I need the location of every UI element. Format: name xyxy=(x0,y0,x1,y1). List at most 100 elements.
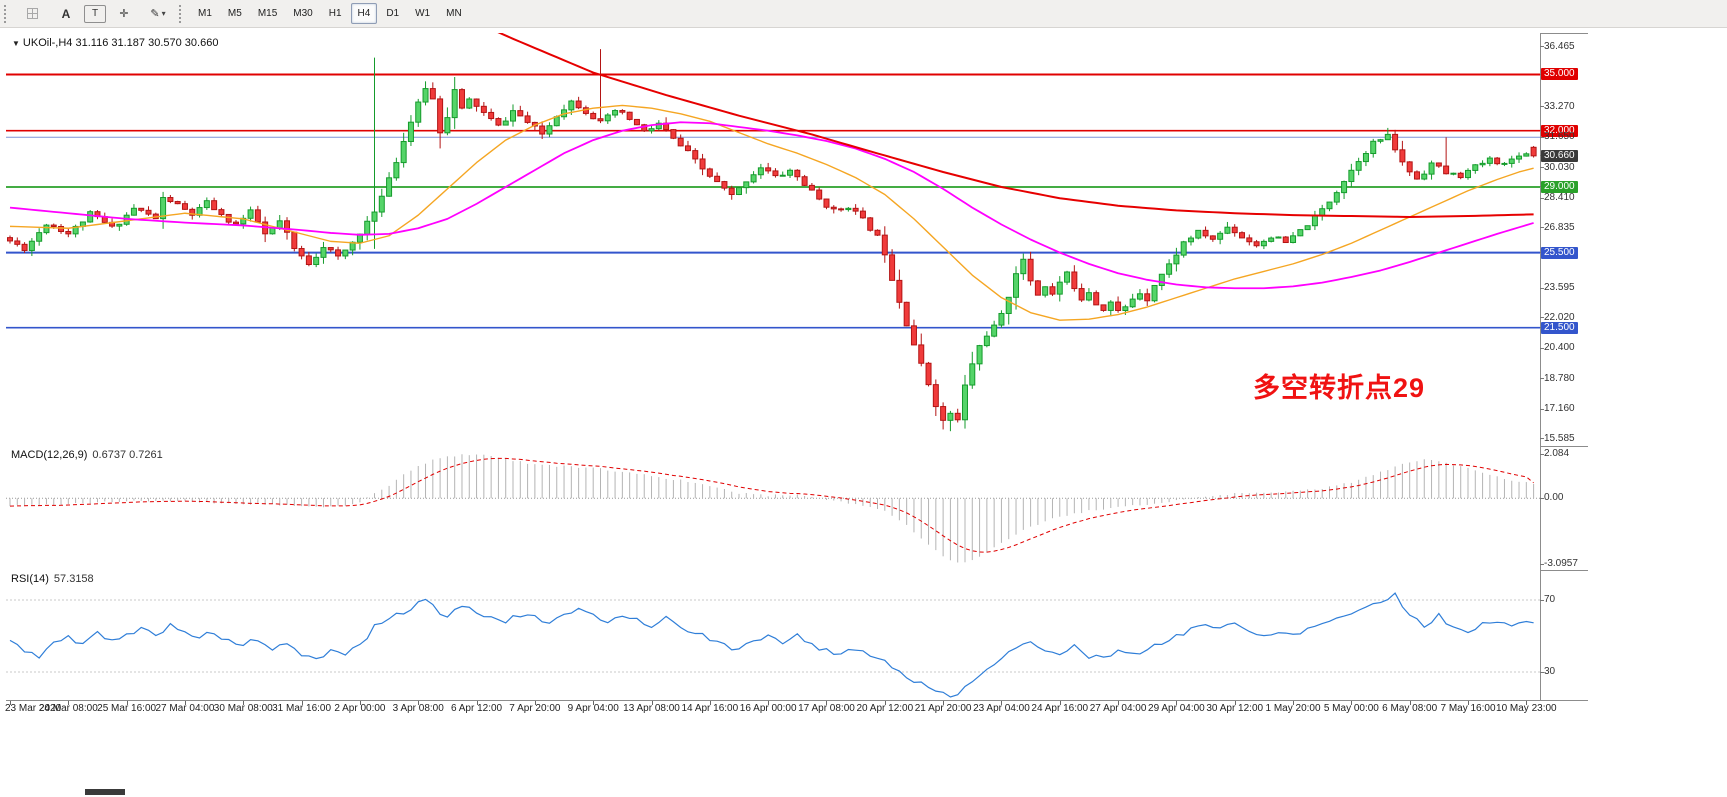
toolbar-grip-2[interactable] xyxy=(179,4,184,23)
timeframe-toolbar: M1 M5 M15 M30 H1 H4 D1 W1 MN xyxy=(190,3,470,24)
time-axis-tick xyxy=(1176,701,1178,705)
time-axis-label: 31 Mar 16:00 xyxy=(272,703,332,714)
time-axis-label: 27 Apr 04:00 xyxy=(1089,703,1147,714)
time-axis-tick xyxy=(884,701,886,705)
timeframe-button-h4[interactable]: H4 xyxy=(350,3,378,24)
crosshair-button[interactable]: ✛ xyxy=(108,3,140,25)
time-axis-tick xyxy=(184,701,186,705)
time-axis-label: 3 Apr 08:00 xyxy=(392,703,444,714)
price-axis-tick xyxy=(1540,136,1544,138)
pencil-icon: ✎ xyxy=(150,8,160,20)
grid-tool-button[interactable] xyxy=(16,3,48,25)
time-axis-tick xyxy=(418,701,420,705)
chevron-down-icon: ▾ xyxy=(161,9,166,18)
time-axis-tick xyxy=(768,701,770,705)
timeframe-button-m1[interactable]: M1 xyxy=(198,8,212,19)
macd-name: MACD(12,26,9) xyxy=(11,449,88,461)
price-axis-border xyxy=(1540,33,1541,700)
candles-layer xyxy=(7,49,1537,432)
time-axis-label: 7 May 16:00 xyxy=(1440,703,1496,714)
time-axis-label: 24 Apr 16:00 xyxy=(1031,703,1089,714)
macd-indicator-canvas[interactable] xyxy=(6,446,1540,570)
timeframe-button-d1[interactable]: D1 xyxy=(386,8,400,19)
time-axis-label: 5 May 00:00 xyxy=(1323,703,1379,714)
time-axis-tick xyxy=(243,701,245,705)
draw-tool-button[interactable]: ✎ ▾ xyxy=(142,3,174,25)
time-axis-label: 7 Apr 20:00 xyxy=(509,703,561,714)
macd-signal-line xyxy=(9,457,1534,553)
timeframe-button-h1[interactable]: H1 xyxy=(328,8,342,19)
time-axis-label: 6 Apr 12:00 xyxy=(450,703,503,714)
rsi-value: 57.3158 xyxy=(53,573,94,585)
crosshair-icon: ✛ xyxy=(119,8,129,20)
timeframe-button-mn[interactable]: MN xyxy=(446,8,462,19)
price-axis-tick xyxy=(1540,287,1544,289)
rsi-title: RSI(14) 57.3158 xyxy=(11,573,94,585)
time-axis-tick xyxy=(1059,701,1061,705)
timeframe-button-m5[interactable]: M5 xyxy=(227,8,242,19)
indicator-axis-tick xyxy=(1540,453,1544,455)
indicator-axis-tick xyxy=(1540,599,1544,601)
macd-histogram-layer xyxy=(9,454,1535,563)
toolbar-grip[interactable] xyxy=(4,4,9,23)
rsi-indicator-canvas[interactable] xyxy=(6,570,1540,700)
price-axis-tick xyxy=(1540,106,1544,108)
price-axis-tick xyxy=(1540,438,1544,440)
time-axis-label: 21 Apr 20:00 xyxy=(914,703,972,714)
indicator-axis-tick xyxy=(1540,563,1544,565)
text-tool-button[interactable]: A xyxy=(61,6,71,21)
time-axis-label: 6 May 08:00 xyxy=(1382,703,1438,714)
time-axis-label: 16 Apr 00:00 xyxy=(739,703,797,714)
time-axis-tick xyxy=(1468,701,1469,705)
rsi-name: RSI(14) xyxy=(11,573,49,585)
time-axis-label: 23 Mar 2020 xyxy=(5,703,62,714)
timeframe-button-m30[interactable]: M30 xyxy=(293,8,313,19)
price-axis-label: 17.160 xyxy=(1544,403,1575,415)
price-axis-label: 30.030 xyxy=(1544,161,1575,173)
chart-header[interactable]: ▼ UKOil-,H4 31.116 31.187 30.570 30.660 xyxy=(12,37,218,49)
grid-icon xyxy=(26,8,38,19)
macd-title: MACD(12,26,9) 0.6737 0.7261 xyxy=(11,449,163,461)
time-axis-label: 20 Apr 12:00 xyxy=(856,703,914,714)
timeframe-button-m15[interactable]: M15 xyxy=(257,8,278,19)
price-axis-label: 32.000 xyxy=(1541,124,1578,137)
price-axis-label: 22.020 xyxy=(1544,311,1575,323)
timeframe-button-w1[interactable]: W1 xyxy=(415,8,431,19)
time-axis-tick xyxy=(126,701,128,705)
price-axis-label: 35.000 xyxy=(1541,68,1578,81)
label-tool-button[interactable]: T xyxy=(84,4,106,23)
price-axis-tick xyxy=(1540,347,1544,349)
current-price-label: 30.660 xyxy=(1541,149,1578,162)
chart-menu-icon[interactable]: ▼ xyxy=(12,39,20,48)
price-axis-tick xyxy=(1540,378,1544,380)
time-axis-label: 25 Mar 16:00 xyxy=(97,703,157,714)
chart-text-annotation: 多空转折点29 xyxy=(1253,373,1426,403)
price-axis-tick xyxy=(1540,227,1544,229)
rsi-line xyxy=(9,592,1534,698)
time-axis-label: 27 Mar 04:00 xyxy=(155,703,215,714)
price-axis-label: 33.270 xyxy=(1544,100,1575,112)
time-axis-label: 2 Apr 00:00 xyxy=(334,703,386,714)
price-axis-label: 23.595 xyxy=(1544,282,1575,294)
indicator-axis-label: 70 xyxy=(1544,594,1556,605)
price-axis-label: 15.585 xyxy=(1544,432,1575,444)
time-axis-tick xyxy=(1293,701,1295,705)
hlines-layer xyxy=(6,73,1540,329)
time-axis-tick xyxy=(1234,701,1236,705)
time-axis-tick xyxy=(1118,701,1120,705)
time-axis-label: 30 Apr 12:00 xyxy=(1206,703,1264,714)
time-axis-tick xyxy=(68,701,70,705)
time-axis-label: 30 Mar 08:00 xyxy=(213,703,273,714)
time-axis-tick xyxy=(1409,701,1411,705)
price-axis-label: 20.400 xyxy=(1544,342,1575,354)
time-axis-tick xyxy=(534,701,536,705)
price-axis-label: 21.500 xyxy=(1541,321,1578,334)
main-chart-canvas[interactable] xyxy=(6,33,1540,446)
price-axis-tick xyxy=(1540,46,1544,48)
time-axis-label: 23 Apr 04:00 xyxy=(973,703,1030,714)
price-axis-tick xyxy=(1540,167,1544,169)
price-axis-tick xyxy=(1540,197,1544,199)
bottom-window-tab[interactable] xyxy=(85,789,125,795)
moving-averages-layer xyxy=(9,33,1534,321)
